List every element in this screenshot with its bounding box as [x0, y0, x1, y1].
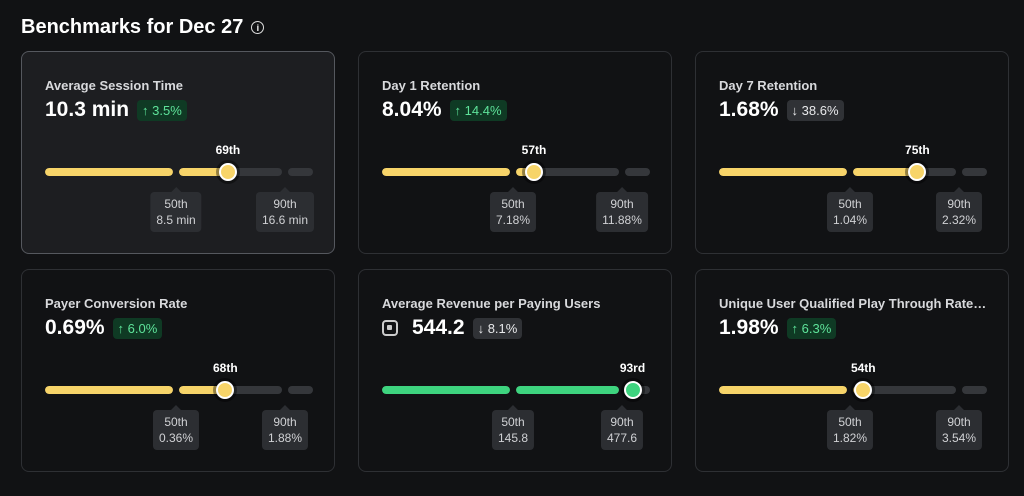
percentile-marker[interactable]	[218, 163, 237, 181]
change-badge: ↑ 3.5%	[137, 99, 187, 121]
change-value: 6.3%	[801, 320, 832, 336]
arrow-up-icon: ↑	[117, 320, 125, 336]
benchmark-bar-segment	[45, 386, 173, 394]
arrow-up-icon: ↑	[791, 320, 799, 336]
benchmark-bar-segment	[625, 168, 650, 176]
p50-tooltip: 50th 0.36%	[152, 405, 200, 450]
p90-tooltip: 90th 1.88%	[261, 405, 309, 450]
change-value: 3.5%	[152, 102, 182, 118]
benchmark-bar-segment	[719, 168, 847, 176]
info-icon[interactable]: i	[251, 21, 265, 34]
benchmark-bar-segment	[516, 386, 619, 394]
metric-label: Day 7 Retention	[719, 78, 818, 93]
p50-tooltip: 50th 8.5 min	[150, 187, 202, 232]
benchmark-card[interactable]: Average Session Time 10.3 min ↑ 3.5% 69t…	[21, 51, 335, 254]
metric-value: 1.68%	[719, 98, 779, 121]
percentile-marker[interactable]	[854, 381, 873, 399]
change-badge: ↓ 38.6%	[786, 99, 844, 121]
arrow-up-icon: ↑	[454, 102, 462, 118]
percentile-marker[interactable]	[908, 163, 927, 181]
percentile-label: 93rd	[619, 361, 646, 375]
p90-tooltip: 90th 3.54%	[935, 405, 983, 450]
metric-label: Day 1 Retention	[382, 78, 481, 93]
p50-tooltip: 50th 1.82%	[826, 405, 874, 450]
change-badge: ↑ 6.3%	[786, 317, 837, 339]
p90-tooltip: 90th 2.32%	[935, 187, 983, 232]
percentile-label: 69th	[215, 143, 241, 157]
benchmark-card[interactable]: Payer Conversion Rate 0.69% ↑ 6.0% 68th …	[21, 269, 335, 472]
metric-value: 8.04%	[382, 98, 442, 121]
percentile-label: 75th	[905, 143, 930, 157]
metric-value: 1.98%	[719, 316, 779, 339]
metric-label: Payer Conversion Rate	[45, 296, 188, 311]
page-title-text: Benchmarks for Dec 27	[21, 16, 244, 38]
metric-value: 544.2	[412, 316, 465, 339]
benchmark-bar-segment	[962, 386, 987, 394]
metric-value: 0.69%	[45, 316, 105, 339]
percentile-label: 68th	[213, 361, 238, 375]
benchmark-bar-segment	[288, 386, 313, 394]
benchmark-bar-segment	[382, 386, 510, 394]
robux-icon	[382, 320, 398, 336]
p90-tooltip: 90th 11.88%	[596, 187, 648, 232]
p90-tooltip: 90th 16.6 min	[255, 187, 315, 232]
page-title: Benchmarks for Dec 27 i	[21, 16, 265, 39]
p90-tooltip: 90th 477.6	[600, 405, 644, 450]
percentile-label: 54th	[850, 361, 876, 375]
percentile-marker[interactable]	[525, 163, 544, 181]
change-badge: ↑ 14.4%	[449, 99, 507, 121]
benchmark-card[interactable]: Day 7 Retention 1.68% ↓ 38.6% 75th 50th 1…	[695, 51, 1009, 254]
arrow-up-icon: ↑	[142, 102, 149, 118]
change-value: 38.6%	[801, 102, 839, 118]
benchmark-bar-segment	[853, 168, 956, 176]
arrow-down-icon: ↓	[791, 102, 799, 118]
metric-label: Average Session Time	[45, 78, 184, 93]
benchmark-card[interactable]: Average Revenue per Paying Users 544.2 ↓…	[358, 269, 672, 472]
benchmark-bar-segment	[719, 386, 847, 394]
change-badge: ↓ 8.1%	[472, 317, 523, 339]
metric-label: Unique User Qualified Play Through Rate …	[719, 296, 989, 311]
metric-label: Average Revenue per Paying Users	[382, 296, 601, 311]
metric-value: 10.3 min	[45, 98, 130, 121]
change-value: 6.0%	[127, 320, 158, 336]
benchmark-bar-segment	[516, 168, 619, 176]
change-value: 14.4%	[464, 102, 502, 118]
p50-tooltip: 50th 1.04%	[826, 187, 874, 232]
benchmark-card[interactable]: Unique User Qualified Play Through Rate …	[695, 269, 1009, 472]
benchmark-bar-segment	[962, 168, 987, 176]
arrow-down-icon: ↓	[477, 320, 485, 336]
benchmark-bar-segment	[382, 168, 510, 176]
p50-tooltip: 50th 145.8	[491, 405, 535, 450]
benchmark-card[interactable]: Day 1 Retention 8.04% ↑ 14.4% 57th 50th 7…	[358, 51, 672, 254]
change-value: 8.1%	[487, 320, 518, 336]
percentile-marker[interactable]	[216, 381, 235, 399]
benchmark-bar-segment	[288, 168, 313, 176]
percentile-marker[interactable]	[623, 381, 642, 399]
percentile-label: 57th	[521, 143, 547, 157]
p50-tooltip: 50th 7.18%	[489, 187, 537, 232]
change-badge: ↑ 6.0%	[112, 317, 163, 339]
benchmark-bar-segment	[45, 168, 173, 176]
